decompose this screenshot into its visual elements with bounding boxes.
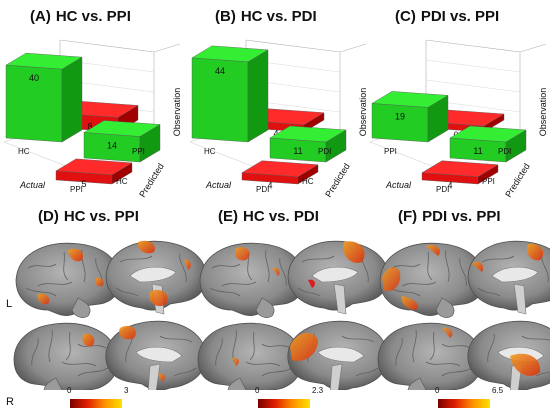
left-hemisphere-label: L — [6, 298, 13, 310]
predicted-tick-1: PDI — [498, 147, 511, 156]
bar-PPI_PPI-value-label: 19 — [395, 111, 405, 121]
panel-b-letter: (B) — [215, 8, 236, 25]
predicted-tick-1: PDI — [318, 147, 331, 156]
colorbar-f: 0 6.5 — [435, 386, 508, 410]
colorbar-e: 0 2.3 — [255, 386, 328, 410]
actual-tick-0: HC — [18, 147, 30, 156]
colorbar-d-min: 0 — [67, 386, 72, 395]
confusion-chart-a: 8 40 14 5 HC PPI HC PPI Actual Predicted Observati… — [3, 30, 186, 202]
bar-PDI_PPI-value-label: 4 — [447, 181, 452, 191]
panel-c-letter: (C) — [395, 8, 416, 25]
bar-HC_HC: 44 — [191, 45, 269, 143]
confusion-chart-c: 019114PPIPDIPPIPDIActualPredictedObserva… — [369, 30, 550, 202]
colorbar-f-min: 0 — [435, 386, 440, 395]
brain-maps — [13, 240, 550, 390]
bar-PDI_PDI: 11 — [449, 125, 527, 163]
panel-a-title-text: HC vs. PPI — [55, 8, 131, 25]
actual-axis-label: Actual — [205, 180, 232, 190]
bar-PDI_PDI-value-label: 11 — [293, 146, 302, 156]
colorbar-e-gradient — [258, 399, 310, 408]
predicted-tick-0: HC — [116, 177, 128, 186]
actual-axis-label: Actual — [19, 180, 46, 190]
bar-PDI_PDI-value-label: 11 — [473, 146, 482, 156]
brain-d-right-medial — [105, 320, 207, 390]
right-hemisphere-label: R — [6, 396, 14, 408]
panel-b-title-text: HC vs. PDI — [240, 8, 317, 25]
bar-HC_HC-value-label: 40 — [29, 73, 39, 83]
colorbar-d-gradient — [70, 399, 122, 408]
bar-PPI_HC-value-label: 5 — [81, 179, 86, 189]
bar-HC_PDI-value-label: 4 — [273, 129, 278, 139]
colorbar-f-gradient — [438, 399, 490, 408]
panel-d-letter: (D) — [38, 208, 59, 225]
brain-f-left-lateral — [379, 242, 485, 319]
brain-d-left-medial — [105, 240, 207, 315]
confusion-chart-b: 4 44 11 4 HC PDI HC PDI Actual Predicted Observati… — [189, 30, 372, 202]
bar-HC_PPI-value-label: 8 — [87, 121, 92, 131]
observation-axis-label: Observation — [538, 88, 548, 137]
panel-f-letter: (F) — [398, 208, 418, 225]
panel-f-title: (F) PDI vs. PPI — [398, 208, 501, 225]
panel-c-title: (C) PDI vs. PPI — [395, 8, 499, 25]
predicted-tick-0: PPI — [482, 177, 495, 186]
bar-PDI_HC-value-label: 4 — [267, 181, 272, 191]
brain-e-right-medial — [287, 320, 389, 390]
panel-e-title: (E) HC vs. PDI — [218, 208, 319, 225]
panel-c-title-text: PDI vs. PPI — [420, 8, 500, 25]
panel-a-letter: (A) — [30, 8, 51, 25]
bar-HC_HC: 40 — [5, 52, 83, 143]
brain-f-right-lateral — [377, 322, 483, 390]
brain-d-right-lateral — [13, 322, 119, 390]
panel-d-title-text: HC vs. PPI — [63, 208, 139, 225]
predicted-axis-label: Predicted — [323, 162, 352, 200]
brain-e-left-medial — [287, 240, 389, 315]
panel-f-title-text: PDI vs. PPI — [422, 208, 501, 225]
bar-PPI_PPI: 19 — [371, 91, 449, 143]
panel-d-title: (D) HC vs. PPI — [38, 208, 139, 225]
panel-e-title-text: HC vs. PDI — [243, 208, 319, 225]
observation-axis-label: Observation — [172, 88, 182, 137]
actual-tick-1: PDI — [256, 185, 269, 194]
bar-PPI_PPI: 14 — [83, 120, 161, 163]
colorbar-d: 0 3 — [67, 386, 130, 410]
panel-e-letter: (E) — [218, 208, 238, 225]
bar-PDI_PDI: 11 — [269, 125, 347, 163]
colorbar-f-max: 6.5 — [492, 386, 504, 395]
colorbar-e-max: 2.3 — [312, 386, 324, 395]
actual-tick-1: PPI — [70, 185, 83, 194]
colorbar-d-max: 3 — [124, 386, 129, 395]
actual-axis-label: Actual — [385, 180, 412, 190]
bar-PDI_PPI: 4 — [421, 160, 499, 191]
confusion-chart-a-svg: 8 40 14 5 HC PPI HC PPI Actual Predicted Observati… — [3, 39, 182, 200]
actual-tick-0: PPI — [384, 147, 397, 156]
bar-HC_HC-value-label: 44 — [215, 66, 225, 76]
predicted-tick-1: PPI — [132, 147, 145, 156]
predicted-axis-label: Predicted — [503, 162, 532, 200]
actual-tick-1: PDI — [436, 185, 449, 194]
panel-a-title: (A) HC vs. PPI — [30, 8, 131, 25]
brain-e-right-lateral — [197, 322, 303, 390]
observation-axis-label: Observation — [358, 88, 368, 137]
panel-b-title: (B) HC vs. PDI — [215, 8, 317, 25]
brain-f-left-medial — [467, 240, 550, 315]
colorbar-e-min: 0 — [255, 386, 260, 395]
predicted-tick-0: HC — [302, 177, 314, 186]
bar-PDI_HC: 4 — [241, 160, 319, 191]
brain-f-right-medial — [467, 320, 550, 390]
confusion-chart-c-svg: 019114PPIPDIPPIPDIActualPredictedObserva… — [369, 39, 548, 200]
brain-d-left-lateral — [15, 242, 121, 319]
brain-e-left-lateral — [199, 242, 305, 319]
bar-PPI_PPI-value-label: 14 — [107, 140, 117, 150]
predicted-axis-label: Predicted — [137, 162, 166, 200]
actual-tick-0: HC — [204, 147, 216, 156]
bar-PPI_HC: 5 — [55, 158, 133, 189]
